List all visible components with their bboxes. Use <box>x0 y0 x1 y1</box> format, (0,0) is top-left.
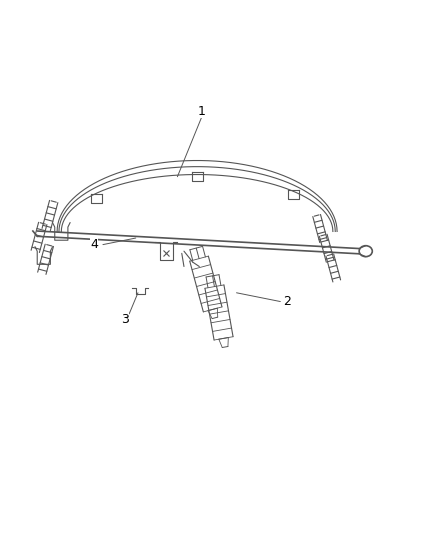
Text: 1: 1 <box>198 104 205 117</box>
Text: 2: 2 <box>283 295 291 308</box>
Text: 3: 3 <box>121 312 129 326</box>
Text: 4: 4 <box>90 238 98 251</box>
